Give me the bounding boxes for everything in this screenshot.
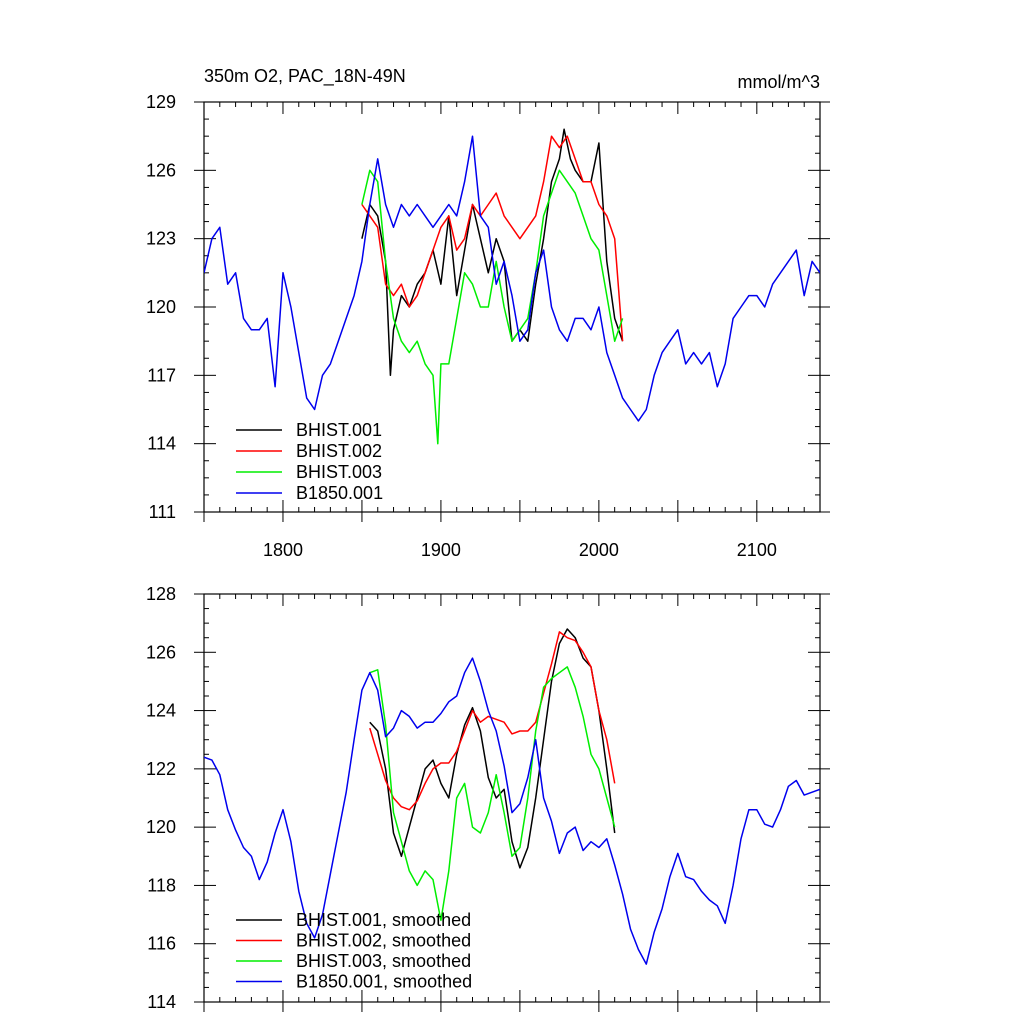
y-tick-label: 126 [146,160,176,180]
y-tick-label: 126 [146,642,176,662]
y-tick-label: 116 [147,934,176,954]
legend-label: B1850.001, smoothed [296,972,472,992]
legend-label: BHIST.002 [296,441,382,461]
series-line-bhist-002 [361,135,624,342]
x-tick-label: 1900 [421,540,461,560]
y-tick-label: 117 [147,365,176,385]
legend-label: BHIST.002, smoothed [296,931,471,951]
bottom-panel: 114 116 118 120 122 124 126 128 BHIST.001, smoot… [146,584,830,1012]
y-tick-label: 120 [146,297,176,317]
x-tick-label: 2000 [579,540,619,560]
series-line-bhist-001-smoothed [369,628,616,869]
x-tick-label: 2100 [737,540,777,560]
legend-label: BHIST.001, smoothed [296,910,471,930]
series-line-bhist-002-smoothed [369,631,616,811]
top-panel: 350m O2, PAC_18N-49N mmol/m^3 1800 1900 20… [146,66,830,560]
series-group [204,128,820,445]
y-tick-label: 114 [147,434,176,454]
y-tick-label: 124 [146,701,176,721]
y-tick-label: 114 [147,992,176,1012]
top-panel-units: mmol/m^3 [738,72,820,92]
legend-label: BHIST.003, smoothed [296,951,471,971]
y-tick-label: 128 [146,584,176,604]
series-line-b1850-001-smoothed [204,657,820,965]
y-tick-label: 123 [146,229,176,249]
legend-label: BHIST.003 [296,462,382,482]
series-line-bhist-003-smoothed [369,666,616,922]
y-tick-label: 122 [146,759,176,779]
x-tick-label: 1800 [263,540,303,560]
y-tick-label: 129 [146,92,176,112]
y-tick-label: 111 [149,502,176,522]
top-panel-title: 350m O2, PAC_18N-49N [204,66,406,87]
y-tick-label: 118 [147,875,176,895]
y-tick-label: 120 [146,817,176,837]
legend-label: BHIST.001 [296,420,382,440]
legend-label: B1850.001 [296,483,383,503]
series-group [204,628,820,965]
series-line-b1850-001 [204,135,820,422]
series-line-bhist-003 [361,169,624,445]
